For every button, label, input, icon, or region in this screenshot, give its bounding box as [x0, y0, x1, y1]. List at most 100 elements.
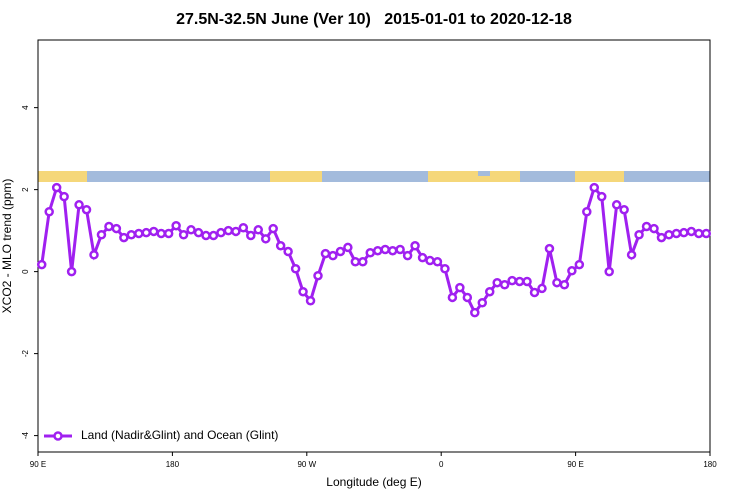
- data-point: [589, 182, 600, 193]
- data-point: [410, 241, 420, 251]
- legend-label: Land (Nadir&Glint) and Ocean (Glint): [81, 428, 278, 442]
- data-point: [567, 266, 577, 276]
- data-point: [223, 225, 234, 236]
- data-point: [432, 257, 443, 267]
- data-point: [544, 243, 555, 254]
- data-point: [499, 279, 510, 290]
- data-point: [507, 275, 517, 286]
- data-point: [268, 223, 278, 234]
- data-point: [231, 226, 241, 237]
- x-tick-label: 180: [166, 460, 180, 469]
- data-point: [51, 182, 62, 193]
- data-point: [492, 277, 502, 288]
- data-point: [395, 244, 405, 255]
- plot-frame: [37, 39, 711, 453]
- data-point: [552, 277, 562, 288]
- data-point: [104, 221, 114, 232]
- data-point: [298, 286, 308, 297]
- data-point: [462, 292, 473, 303]
- data-point: [596, 191, 607, 202]
- data-point: [671, 228, 682, 239]
- data-point: [81, 204, 92, 215]
- data-point: [380, 244, 390, 255]
- data-point: [335, 246, 346, 257]
- data-point: [126, 229, 137, 240]
- data-point: [193, 227, 204, 238]
- data-point: [634, 229, 644, 240]
- data-point: [89, 250, 99, 260]
- data-point: [59, 191, 69, 202]
- data-point: [163, 228, 174, 239]
- data-point: [619, 204, 629, 215]
- data-point: [574, 259, 585, 270]
- data-point: [582, 207, 592, 217]
- data-point: [514, 276, 525, 287]
- data-point: [305, 295, 316, 306]
- data-point: [694, 228, 704, 239]
- data-point: [611, 200, 622, 210]
- ocean-band: [38, 171, 710, 182]
- data-point: [350, 257, 361, 267]
- y-tick-label: 4: [21, 105, 30, 110]
- data-point: [283, 246, 293, 257]
- data-point: [402, 250, 413, 261]
- data-point: [156, 228, 166, 239]
- data-point: [365, 248, 376, 258]
- data-point: [358, 257, 368, 267]
- data-point: [275, 241, 286, 251]
- x-tick-label: 90 E: [30, 460, 46, 469]
- data-point: [417, 252, 428, 263]
- data-point: [320, 248, 331, 259]
- data-point: [522, 276, 532, 287]
- data-point: [701, 228, 712, 239]
- y-tick-label: -4: [21, 432, 30, 440]
- data-point: [96, 229, 107, 240]
- data-point: [208, 230, 219, 241]
- data-point: [313, 270, 323, 281]
- data-point: [260, 234, 271, 244]
- x-tick-label: 0: [439, 460, 444, 469]
- data-point: [171, 220, 181, 231]
- data-point: [656, 232, 667, 243]
- data-point: [440, 264, 450, 274]
- data-point: [328, 250, 338, 261]
- data-point: [604, 266, 614, 277]
- data-point: [74, 200, 84, 210]
- data-point: [290, 264, 301, 274]
- legend-marker: [53, 431, 63, 441]
- data-point: [134, 228, 144, 239]
- data-point: [238, 223, 249, 233]
- data-point: [66, 266, 77, 277]
- data-point: [178, 229, 189, 240]
- y-tick-label: 0: [21, 269, 30, 274]
- land-band: [38, 171, 87, 182]
- data-point: [679, 227, 689, 238]
- data-point: [148, 226, 159, 237]
- data-point: [44, 207, 54, 217]
- data-point: [484, 286, 495, 297]
- land-ocean-strip: [38, 171, 710, 182]
- data-point: [201, 230, 211, 241]
- data-point: [372, 245, 383, 256]
- chart-title: 27.5N-32.5N June (Ver 10) 2015-01-01 to …: [176, 11, 572, 28]
- y-tick-label: -2: [21, 350, 30, 358]
- y-axis-label: XCO2 - MLO trend (ppm): [0, 179, 14, 314]
- data-point: [641, 221, 652, 232]
- data-point: [141, 227, 152, 238]
- data-point: [387, 245, 398, 256]
- data-point: [537, 283, 547, 294]
- data-point: [447, 292, 458, 303]
- data-point: [477, 298, 488, 308]
- ocean-band: [478, 171, 490, 176]
- data-point: [119, 232, 129, 243]
- x-tick-label: 180: [703, 460, 717, 469]
- data-point: [455, 282, 465, 293]
- data-point: [246, 230, 256, 241]
- data-point: [425, 255, 435, 266]
- data-point: [216, 227, 226, 238]
- data-point: [626, 250, 637, 260]
- data-point: [111, 223, 122, 234]
- data-point: [186, 225, 196, 235]
- x-tick-label: 90 W: [297, 460, 316, 469]
- data-point: [470, 307, 480, 318]
